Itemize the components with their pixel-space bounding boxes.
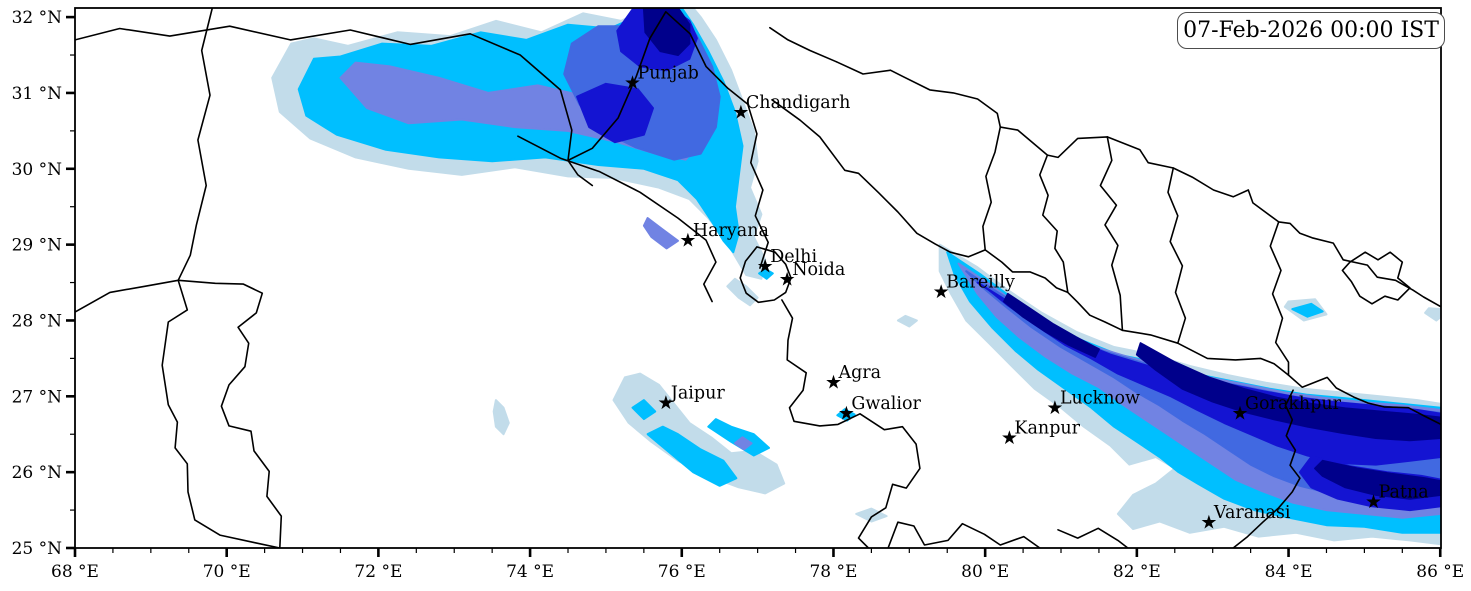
border-line	[1269, 221, 1290, 376]
border-line	[887, 521, 1041, 548]
fog-contour-level-2	[631, 399, 657, 421]
fog-contour-level-6	[1135, 342, 1441, 442]
border-line	[161, 8, 281, 548]
city-label-gwalior: Gwalior	[851, 394, 921, 414]
x-tick-label: 70 °E	[203, 562, 251, 582]
city-marker-gorakhpur: ★	[1231, 403, 1248, 425]
border-line	[1341, 251, 1411, 305]
x-tick-label: 72 °E	[354, 562, 402, 582]
city-marker-varanasi: ★	[1200, 512, 1217, 534]
city-marker-noida: ★	[779, 268, 796, 290]
city-marker-lucknow: ★	[1046, 397, 1063, 419]
fog-contour-level-6	[642, 8, 691, 56]
border-line	[517, 135, 717, 303]
city-label-haryana: Haryana	[693, 221, 769, 241]
x-tick-label: 74 °E	[506, 562, 554, 582]
city-label-noida: Noida	[792, 260, 845, 280]
border-line	[769, 26, 838, 63]
border-line	[1057, 527, 1129, 548]
border-line	[75, 279, 179, 313]
x-tick-label: 78 °E	[809, 562, 857, 582]
border-line	[75, 25, 594, 187]
fog-contour-level-2	[646, 425, 738, 487]
fog-contour-level-1	[855, 507, 888, 523]
city-marker-kanpur: ★	[1001, 427, 1018, 449]
y-tick-label: 29 °N	[12, 236, 63, 256]
fog-contour-level-5	[576, 82, 654, 144]
x-tick-label: 68 °E	[51, 562, 99, 582]
city-label-varanasi: Varanasi	[1213, 503, 1291, 523]
border-line	[1232, 389, 1301, 548]
border-line	[781, 299, 921, 548]
timestamp-label: 07-Feb-2026 00:00 IST	[1183, 18, 1439, 43]
x-tick-label: 82 °E	[1113, 562, 1161, 582]
city-label-bareilly: Bareilly	[946, 273, 1015, 293]
y-tick-label: 27 °N	[12, 387, 63, 407]
border-line	[1099, 136, 1124, 332]
fog-contour-level-1	[726, 277, 759, 307]
city-label-gorakhpur: Gorakhpur	[1245, 394, 1342, 414]
axes: 68 °E 70 °E 72 °E 74 °E 76 °E 78 °E 80 °E 82 °E…	[12, 8, 1465, 582]
fog-contour-level-3	[733, 436, 753, 451]
city-label-agra: Agra	[837, 363, 881, 383]
fog-contour-level-1	[896, 314, 918, 328]
border-line	[982, 126, 1002, 251]
y-tick-label: 25 °N	[12, 539, 63, 559]
city-marker-agra: ★	[825, 371, 842, 393]
state-borders	[75, 8, 1441, 548]
y-tick-label: 28 °N	[12, 311, 63, 331]
city-label-jaipur: Jaipur	[669, 383, 726, 403]
border-line	[1167, 167, 1187, 344]
city-marker-jaipur: ★	[657, 392, 674, 414]
fog-contour-level-2	[1291, 302, 1324, 318]
x-tick-label: 84 °E	[1265, 562, 1313, 582]
border-line	[984, 249, 1441, 426]
city-marker-patna: ★	[1365, 491, 1382, 513]
city-marker-haryana: ★	[679, 230, 696, 252]
city-marker-bareilly: ★	[933, 281, 950, 303]
border-line	[739, 246, 792, 304]
border-line	[999, 126, 1441, 308]
fog-contour-level-1	[612, 372, 786, 495]
city-marker-gwalior: ★	[838, 403, 855, 425]
border-line	[177, 279, 283, 548]
city-marker-punjab: ★	[624, 72, 641, 94]
x-tick-label: 76 °E	[658, 562, 706, 582]
fog-contour-level-6	[1314, 459, 1441, 500]
fog-contours	[271, 8, 1441, 546]
y-tick-label: 30 °N	[12, 160, 63, 180]
border-line	[835, 61, 1002, 128]
border-line	[1039, 154, 1069, 294]
y-tick-label: 31 °N	[12, 84, 63, 104]
city-marker-delhi: ★	[757, 255, 774, 277]
border-line	[567, 11, 769, 269]
fog-contour-level-6	[1003, 292, 1100, 358]
y-tick-label: 26 °N	[12, 463, 63, 483]
city-markers: ★Punjab★Chandigarh★Haryana★Delhi★Noida★B…	[624, 63, 1429, 533]
city-marker-chandigarh: ★	[732, 101, 749, 123]
fog-contour-level-1	[1424, 307, 1441, 322]
city-label-lucknow: Lucknow	[1060, 389, 1140, 409]
city-label-chandigarh: Chandigarh	[746, 93, 850, 113]
fog-contour-level-3	[642, 217, 679, 250]
fog-contour-level-1	[492, 399, 510, 436]
timestamp-box: 07-Feb-2026 00:00 IST	[1177, 12, 1445, 49]
city-label-punjab: Punjab	[637, 63, 698, 83]
border-line	[771, 99, 986, 258]
y-tick-label: 32 °N	[12, 8, 63, 28]
fog-contour-level-2	[758, 267, 774, 280]
city-label-kanpur: Kanpur	[1014, 418, 1080, 438]
city-label-delhi: Delhi	[770, 247, 817, 267]
x-tick-label: 86 °E	[1416, 562, 1464, 582]
city-label-patna: Patna	[1378, 483, 1428, 503]
x-tick-label: 80 °E	[961, 562, 1009, 582]
